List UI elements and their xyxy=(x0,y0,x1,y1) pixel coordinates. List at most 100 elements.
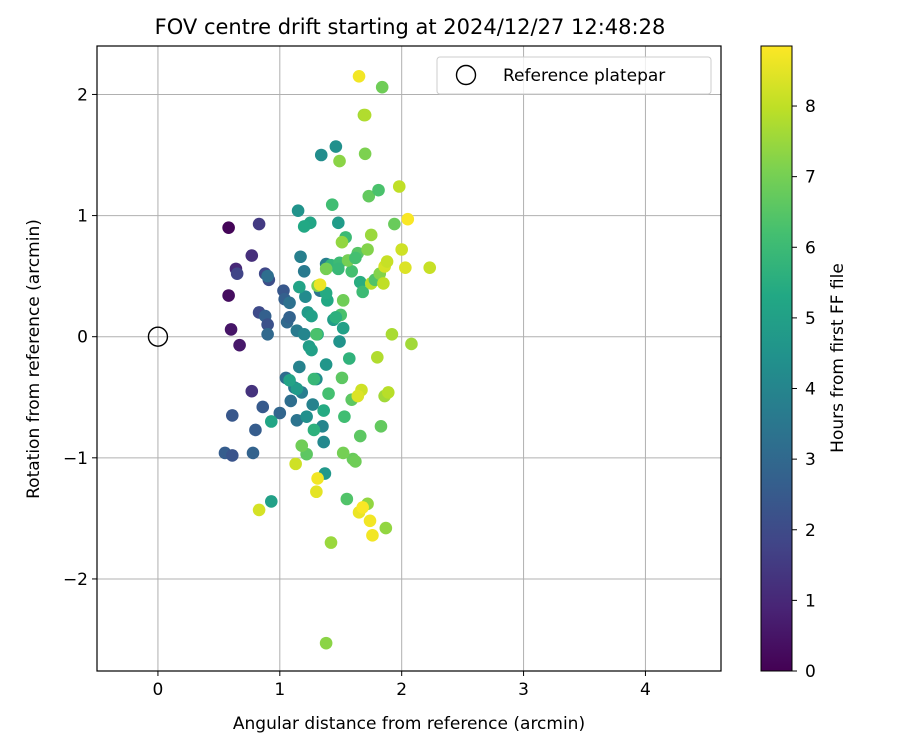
legend: Reference platepar xyxy=(436,56,712,95)
data-point xyxy=(388,217,401,231)
data-point xyxy=(293,280,306,294)
y-tick-label: 2 xyxy=(77,85,88,105)
data-point xyxy=(319,262,333,276)
data-point xyxy=(297,220,311,233)
chart-title: FOV centre drift starting at 2024/12/27 … xyxy=(155,15,666,39)
data-point xyxy=(366,529,379,542)
data-point xyxy=(224,323,238,336)
data-point xyxy=(358,108,372,122)
data-point xyxy=(336,446,350,460)
data-point xyxy=(261,318,274,331)
x-tick-label: 1 xyxy=(274,680,285,700)
data-point xyxy=(345,264,359,278)
colorbar-tick-label: 2 xyxy=(805,521,816,541)
data-point xyxy=(295,439,309,453)
data-point xyxy=(222,289,235,302)
data-point xyxy=(264,415,278,428)
y-tick-label: 1 xyxy=(77,207,88,227)
colorbar-gradient xyxy=(760,45,793,672)
data-point xyxy=(307,372,321,386)
data-point xyxy=(349,251,362,265)
data-point xyxy=(314,148,328,162)
data-point xyxy=(364,228,378,242)
data-point xyxy=(273,406,287,420)
data-point xyxy=(322,387,335,400)
data-point xyxy=(336,294,350,307)
data-point xyxy=(293,360,306,374)
data-point xyxy=(230,267,244,281)
data-point xyxy=(233,338,246,352)
data-point xyxy=(349,455,362,468)
data-point xyxy=(324,536,338,549)
data-point xyxy=(340,492,354,506)
data-point xyxy=(313,278,327,291)
colorbar-tick-label: 3 xyxy=(805,450,816,470)
data-point xyxy=(381,386,395,399)
data-point xyxy=(362,189,376,203)
data-point xyxy=(283,296,296,310)
data-point xyxy=(353,429,367,443)
y-axis-label: Rotation from reference (arcmin) xyxy=(24,219,44,499)
data-point xyxy=(317,404,330,417)
legend-label: Reference platepar xyxy=(503,66,665,86)
data-point xyxy=(290,382,304,396)
data-point xyxy=(377,277,390,290)
y-tick-label: −2 xyxy=(63,570,88,590)
data-point xyxy=(256,400,270,414)
data-point xyxy=(249,423,262,437)
data-point xyxy=(372,183,385,197)
scatter-points xyxy=(218,69,437,650)
x-tick-label: 0 xyxy=(153,680,164,700)
data-point xyxy=(283,311,296,324)
data-point xyxy=(305,343,318,357)
data-point xyxy=(291,204,305,218)
data-point xyxy=(310,327,323,341)
x-tick-label: 3 xyxy=(518,680,529,700)
data-point xyxy=(380,255,394,268)
data-point xyxy=(310,485,323,499)
data-point xyxy=(358,147,372,161)
data-point xyxy=(297,264,311,278)
data-point xyxy=(356,285,369,299)
data-point xyxy=(306,398,320,411)
data-point xyxy=(264,495,278,508)
data-point xyxy=(319,636,333,650)
data-point xyxy=(289,457,302,471)
x-tick-label: 4 xyxy=(640,680,651,700)
data-point xyxy=(336,321,350,335)
axes-frame xyxy=(96,45,722,672)
data-point xyxy=(351,389,365,403)
data-point xyxy=(252,217,266,231)
data-point xyxy=(333,154,346,168)
data-point xyxy=(399,261,412,274)
colorbar-label: Hours from first FF file xyxy=(828,263,848,453)
data-point xyxy=(245,384,259,398)
data-point xyxy=(319,358,333,371)
data-point xyxy=(379,521,393,535)
data-point xyxy=(371,350,384,364)
colorbar-tick-label: 5 xyxy=(805,309,816,329)
data-point xyxy=(395,243,408,256)
data-point xyxy=(311,472,324,485)
y-axis-ticks: −2 −1 0 1 2 xyxy=(63,85,97,590)
data-point xyxy=(356,501,369,514)
data-point xyxy=(375,80,389,94)
colorbar-tick-label: 8 xyxy=(805,97,816,117)
data-point xyxy=(338,410,351,423)
data-point xyxy=(352,69,366,83)
colorbar: 0 1 2 3 4 5 6 7 8 Hours from first FF file xyxy=(760,45,848,682)
colorbar-tick-label: 4 xyxy=(805,380,816,400)
y-tick-label: 0 xyxy=(77,328,88,348)
x-axis-label: Angular distance from reference (arcmin) xyxy=(233,714,585,734)
data-point xyxy=(374,420,388,433)
data-point xyxy=(335,235,349,249)
data-point xyxy=(225,449,239,462)
data-point xyxy=(329,311,343,324)
data-point xyxy=(246,446,260,460)
data-point xyxy=(299,290,312,304)
data-point xyxy=(300,410,313,423)
data-point xyxy=(333,335,346,348)
data-point xyxy=(392,180,406,193)
colorbar-tick-label: 0 xyxy=(805,662,816,682)
